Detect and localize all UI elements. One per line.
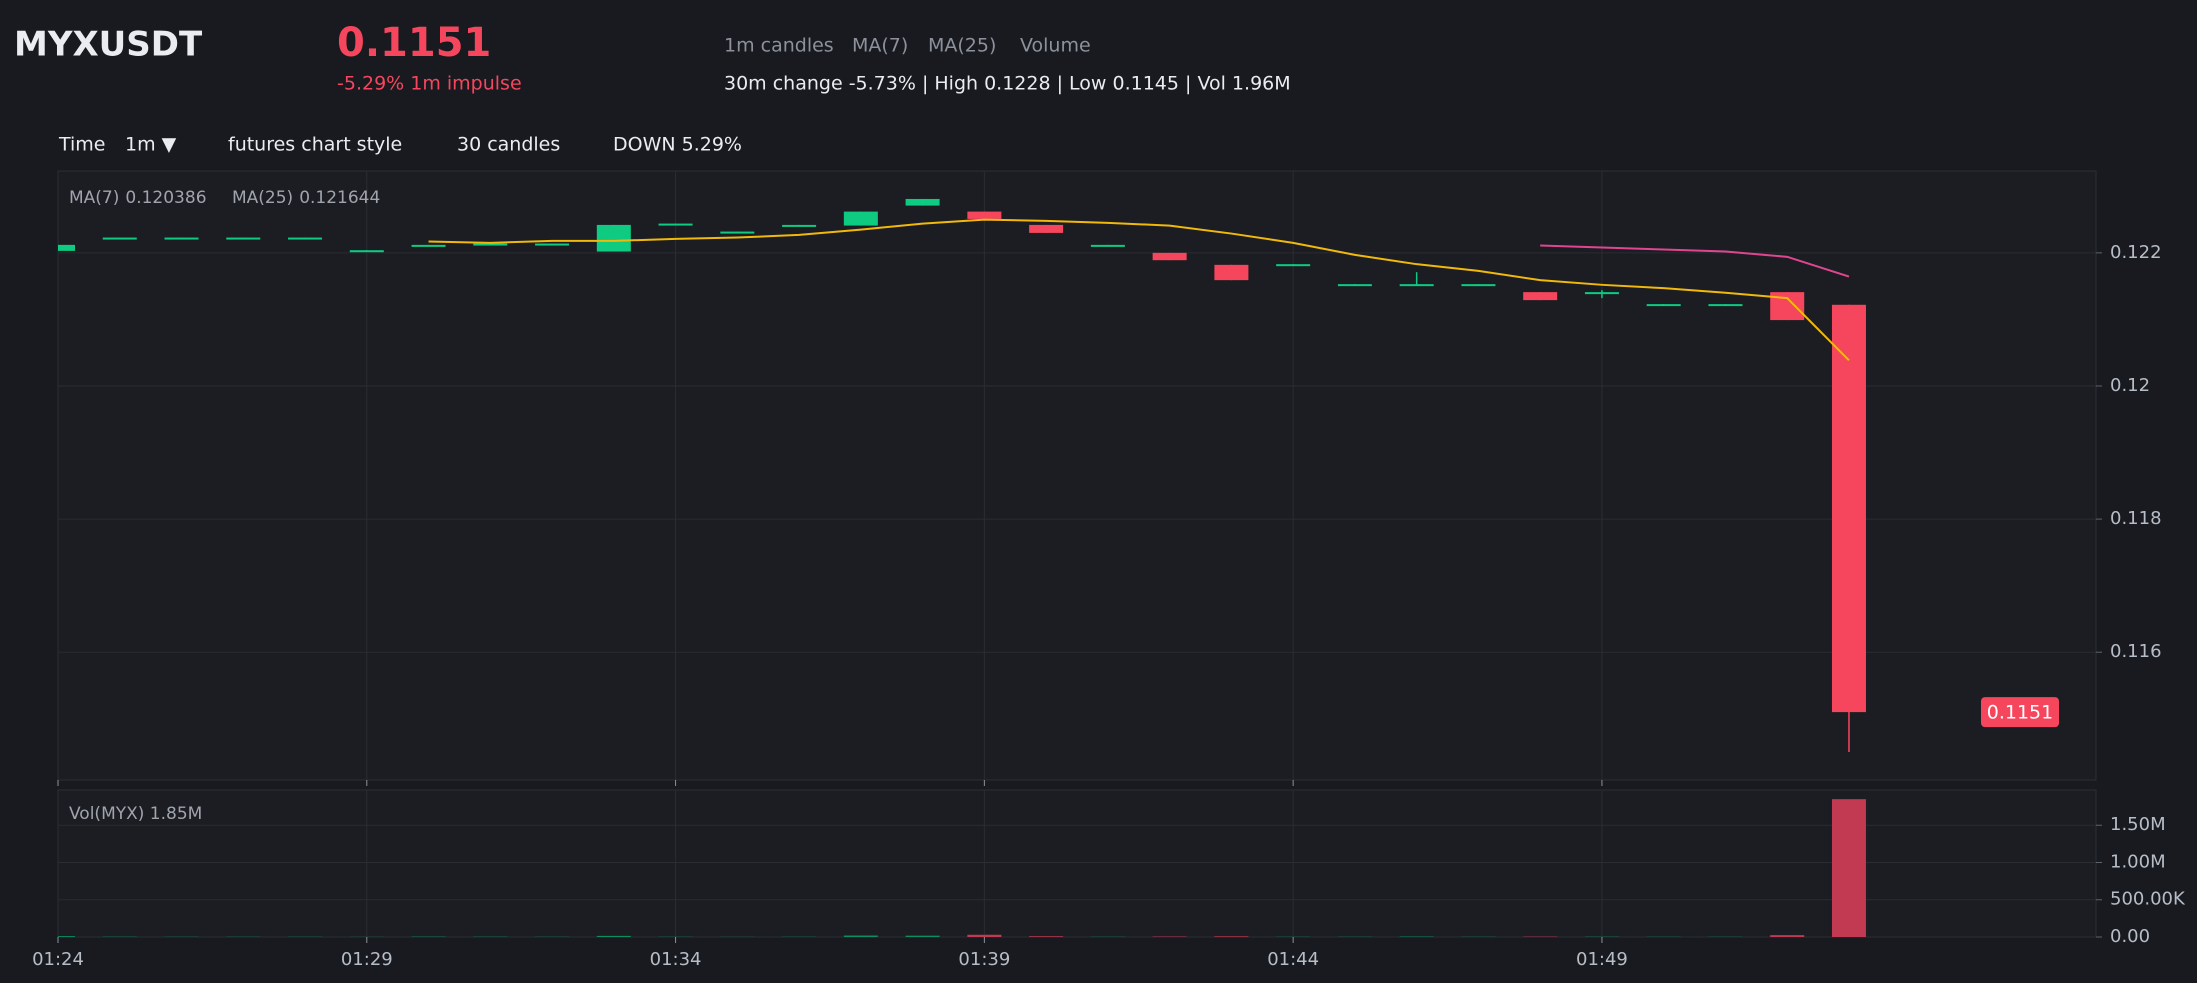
time-label: Time (58, 134, 106, 156)
price-plot (58, 171, 2096, 780)
candle-body (535, 243, 570, 246)
legend-value: 0.121644 (299, 188, 380, 208)
candle-body (1276, 264, 1311, 267)
indicator: MA(25) (928, 35, 996, 57)
x-tick-label: 01:39 (958, 949, 1010, 970)
volume-bar (58, 936, 75, 937)
candle-body (1029, 224, 1064, 233)
ma-legend: MA(7) 0.120386 MA(25) 0.121644 (69, 188, 380, 208)
legend-value: 0.120386 (125, 188, 206, 208)
volume-legend: Vol(MYX) 1.85M (69, 804, 202, 824)
volume-bar (596, 935, 631, 937)
y-tick-label: 0.118 (2110, 508, 2162, 529)
interval-select[interactable]: 1m ▼ (125, 134, 177, 156)
candle-body (226, 237, 261, 240)
candle-body (1337, 284, 1372, 287)
candle-body (288, 237, 323, 240)
y-tick-label: 0.116 (2110, 641, 2162, 662)
y-tick-label: 0.122 (2110, 242, 2162, 263)
candle-body (411, 244, 446, 247)
candle-body (1831, 304, 1866, 713)
candle-body (596, 224, 631, 252)
candle-body (349, 250, 384, 253)
ma-line (428, 218, 1850, 361)
stats: 30m change -5.73% | High 0.1228 | Low 0.… (724, 73, 1291, 95)
indicator: Volume (1020, 35, 1091, 57)
x-tick-label: 01:24 (32, 949, 84, 970)
candle-count: 30 candles (457, 134, 560, 156)
volume-bar (905, 935, 940, 937)
indicator: MA(7) (852, 35, 908, 57)
candle-body (1584, 292, 1619, 295)
candle-body (473, 243, 508, 246)
volume-bar (1029, 936, 1064, 937)
y-tick-label: 500.00K (2110, 889, 2186, 910)
impulse: -5.29% 1m impulse (337, 73, 522, 95)
candle-body (1523, 292, 1558, 301)
axes: 0.116 0.118 0.12 0.122 0.00 500.00K 1.00M 1.50M… (32, 188, 2186, 970)
volume-bar (967, 934, 1002, 937)
indicator: 1m candles (724, 35, 834, 57)
candle-body (967, 211, 1002, 219)
volume-bar (843, 935, 878, 937)
y-tick-label: 1.50M (2110, 814, 2166, 835)
candle-body (1399, 284, 1434, 287)
candle-body (164, 237, 199, 240)
x-tick-label: 01:49 (1576, 949, 1628, 970)
price-panel (57, 170, 2097, 781)
x-tick-label: 01:34 (650, 949, 702, 970)
chart-style[interactable]: futures chart style (228, 134, 402, 156)
candle-body (782, 224, 817, 227)
candle-body (1152, 252, 1187, 261)
volume-plot (58, 790, 2096, 937)
candle-body (843, 211, 878, 226)
ma-line (1540, 244, 1850, 278)
candle-body (720, 231, 755, 234)
volume-bar (1214, 936, 1249, 937)
candle-body (102, 237, 137, 240)
candle-body (1214, 264, 1249, 281)
y-tick-label: 1.00M (2110, 851, 2166, 872)
last-price-tag (1981, 697, 2059, 728)
legend-name: MA(25) (232, 188, 293, 208)
x-tick-label: 01:44 (1267, 949, 1319, 970)
direction: DOWN 5.29% (613, 134, 742, 156)
y-tick-label: 0.00 (2110, 926, 2150, 947)
x-tick-label: 01:29 (341, 949, 393, 970)
price: 0.1151 (337, 20, 491, 66)
symbol: MYXUSDT (14, 25, 203, 65)
legend-name: MA(7) (69, 188, 119, 208)
y-tick-label: 0.12 (2110, 375, 2150, 396)
last-price-label: 0.1151 (1987, 702, 2053, 724)
volume-bar (1770, 935, 1805, 937)
candle-body (1708, 304, 1743, 307)
candle-body (58, 244, 75, 251)
candle-body (905, 198, 940, 206)
candle-body (1646, 304, 1681, 307)
candle-body (1461, 284, 1496, 287)
candle-body (1090, 244, 1125, 247)
volume-panel (57, 789, 2097, 938)
candle-body (658, 223, 693, 226)
volume-bar (1831, 799, 1866, 937)
